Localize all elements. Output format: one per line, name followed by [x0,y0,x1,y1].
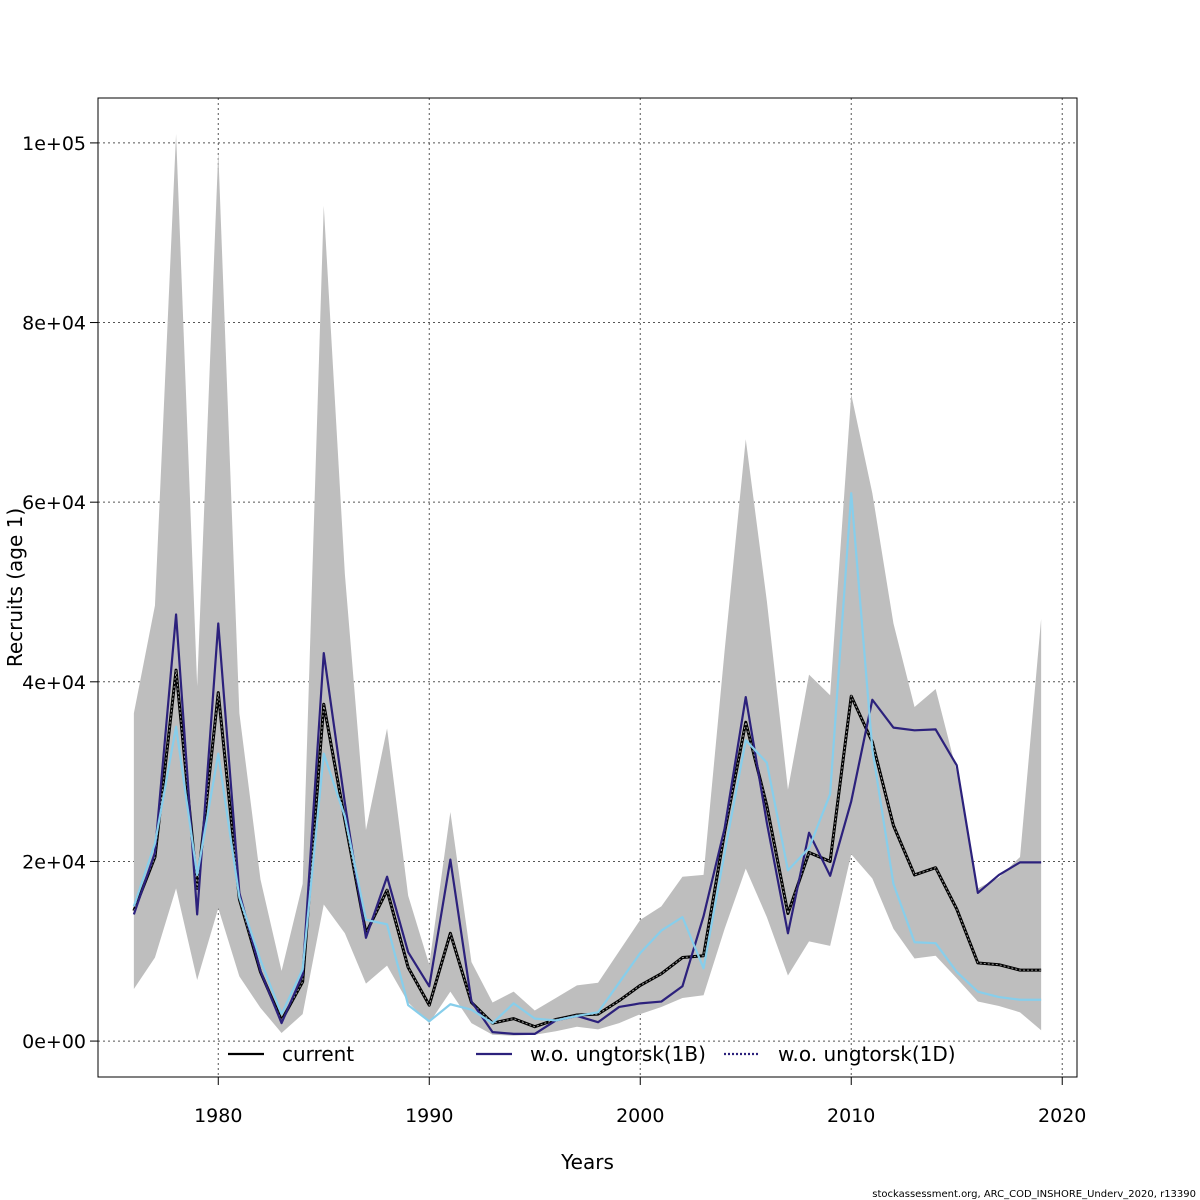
x-tick-label: 1980 [194,1105,242,1127]
x-tick-label: 1990 [405,1105,453,1127]
y-tick-label: 2e+04 [22,851,86,873]
y-tick-label: 0e+00 [22,1031,86,1053]
x-axis-title: Years [560,1150,614,1174]
legend-label: current [282,1042,354,1066]
series-line-ungtorsk-1b [132,613,1042,1035]
x-tick-label: 2020 [1038,1105,1086,1127]
confidence-band-area [133,133,1042,1036]
x-tick-label: 2000 [616,1105,664,1127]
series-lines [132,492,1042,1035]
source-footer: stockassessment.org, ARC_COD_INSHORE_Und… [872,1189,1196,1200]
y-axis-title: Recruits (age 1) [3,508,27,667]
legend: current w.o. ungtorsk(1B) w.o. ungtorsk(1D… [228,1042,956,1066]
axes: 1980 1990 2000 2010 2020 0e+00 2e+04 4e+04 6e+04… [22,133,1086,1127]
y-tick-label: 8e+04 [22,313,86,335]
plot-frame [97,97,1078,1078]
y-tick-label: 1e+05 [22,133,86,155]
series-line-ungtorsk-1d [132,492,1042,1025]
legend-label: w.o. ungtorsk(1B) [530,1042,706,1066]
legend-label: w.o. ungtorsk(1D) [778,1042,956,1066]
confidence-band [133,133,1042,1036]
y-tick-label: 6e+04 [22,492,86,514]
y-tick-label: 4e+04 [22,672,86,694]
x-tick-label: 2010 [827,1105,875,1127]
